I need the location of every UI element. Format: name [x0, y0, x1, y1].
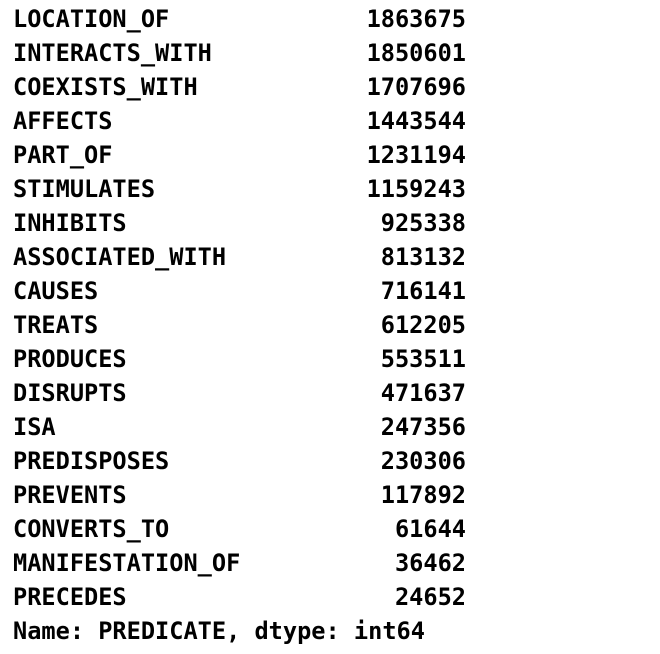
predicate-label: INTERACTS_WITH [13, 39, 212, 67]
series-row: CAUSES 716141 [13, 274, 653, 308]
predicate-count: 1850601 [366, 39, 466, 67]
predicate-count: 1707696 [366, 73, 466, 101]
predicate-count: 471637 [380, 379, 466, 407]
predicate-label: LOCATION_OF [13, 5, 170, 33]
series-row: ASSOCIATED_WITH 813132 [13, 240, 653, 274]
series-row: STIMULATES 1159243 [13, 172, 653, 206]
series-row: COEXISTS_WITH 1707696 [13, 70, 653, 104]
predicate-count: 925338 [380, 209, 466, 237]
series-row: INTERACTS_WITH 1850601 [13, 36, 653, 70]
predicate-label: STIMULATES [13, 175, 156, 203]
predicate-count: 230306 [380, 447, 466, 475]
series-output: LOCATION_OF 1863675 INTERACTS_WITH 18506… [13, 2, 653, 648]
predicate-label: INHIBITS [13, 209, 127, 237]
predicate-label: AFFECTS [13, 107, 113, 135]
predicate-label: PRODUCES [13, 345, 127, 373]
series-row: ISA 247356 [13, 410, 653, 444]
predicate-count: 716141 [380, 277, 466, 305]
predicate-label: ISA [13, 413, 56, 441]
predicate-count: 1159243 [366, 175, 466, 203]
series-row: PRODUCES 553511 [13, 342, 653, 376]
predicate-label: PREDISPOSES [13, 447, 170, 475]
predicate-count: 36462 [394, 549, 466, 577]
series-row: PART_OF 1231194 [13, 138, 653, 172]
series-row: INHIBITS 925338 [13, 206, 653, 240]
series-row: PRECEDES 24652 [13, 580, 653, 614]
series-row: AFFECTS 1443544 [13, 104, 653, 138]
series-footer: Name: PREDICATE, dtype: int64 [13, 617, 425, 645]
predicate-count: 117892 [380, 481, 466, 509]
predicate-count: 1863675 [366, 5, 466, 33]
predicate-label: DISRUPTS [13, 379, 127, 407]
predicate-label: PART_OF [13, 141, 113, 169]
predicate-label: CONVERTS_TO [13, 515, 170, 543]
predicate-label: TREATS [13, 311, 99, 339]
predicate-count: 24652 [394, 583, 466, 611]
predicate-label: PRECEDES [13, 583, 127, 611]
series-row: MANIFESTATION_OF 36462 [13, 546, 653, 580]
predicate-label: CAUSES [13, 277, 99, 305]
predicate-count: 1231194 [366, 141, 466, 169]
predicate-count: 612205 [380, 311, 466, 339]
predicate-count: 247356 [380, 413, 466, 441]
series-row: PREVENTS 117892 [13, 478, 653, 512]
predicate-label: COEXISTS_WITH [13, 73, 198, 101]
predicate-label: ASSOCIATED_WITH [13, 243, 227, 271]
predicate-count: 61644 [394, 515, 466, 543]
series-row: LOCATION_OF 1863675 [13, 2, 653, 36]
predicate-label: PREVENTS [13, 481, 127, 509]
series-row: PREDISPOSES 230306 [13, 444, 653, 478]
series-row: TREATS 612205 [13, 308, 653, 342]
series-row: DISRUPTS 471637 [13, 376, 653, 410]
predicate-count: 553511 [380, 345, 466, 373]
predicate-count: 813132 [380, 243, 466, 271]
series-row: CONVERTS_TO 61644 [13, 512, 653, 546]
predicate-count: 1443544 [366, 107, 466, 135]
predicate-label: MANIFESTATION_OF [13, 549, 241, 577]
